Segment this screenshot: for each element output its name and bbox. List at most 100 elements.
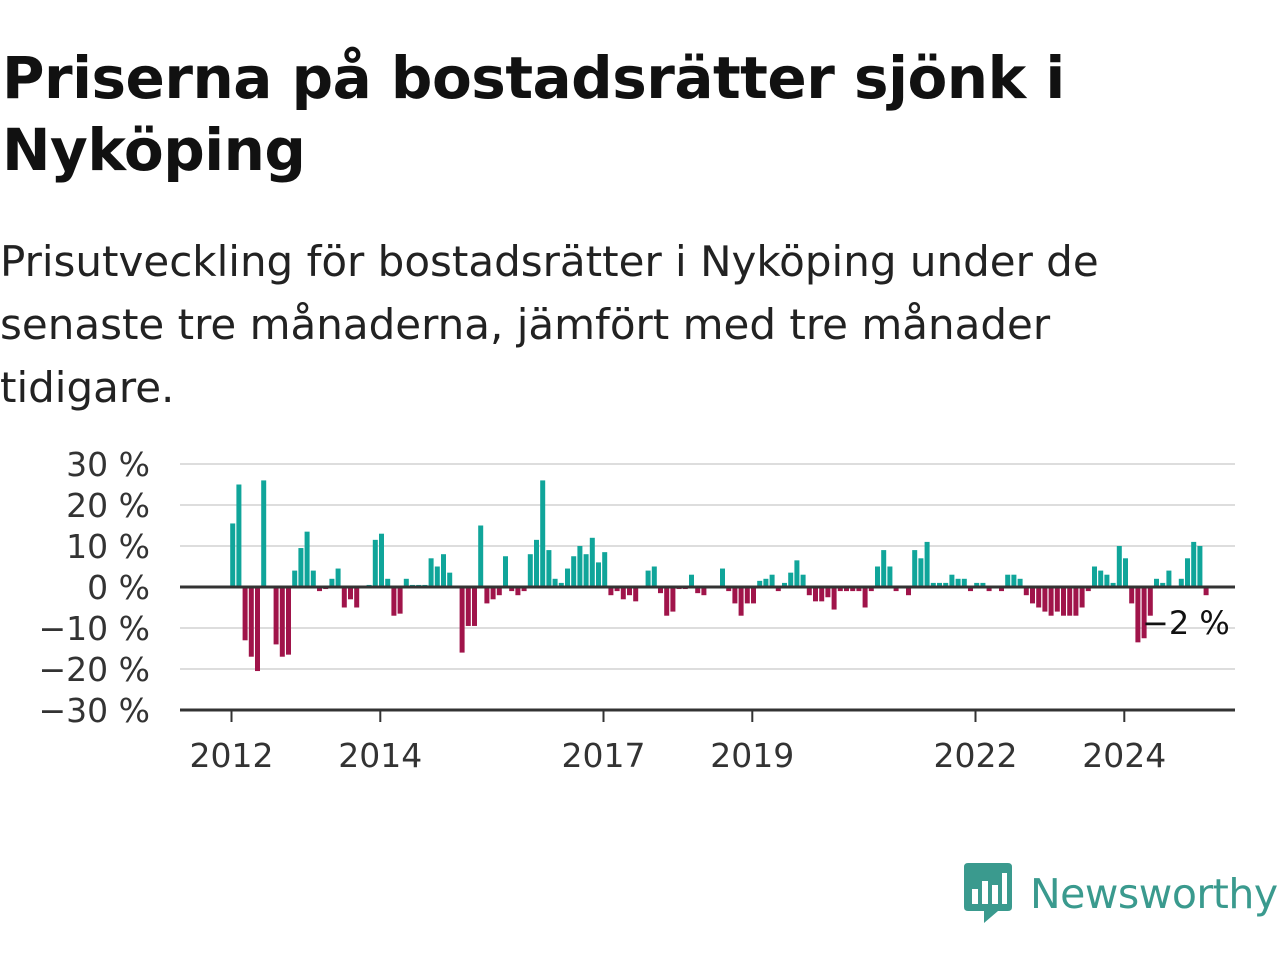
bar xyxy=(1141,587,1147,639)
bar xyxy=(614,587,620,592)
y-tick-label: −10 % xyxy=(39,609,151,648)
bar xyxy=(1023,587,1029,596)
bar xyxy=(261,480,267,587)
bar xyxy=(329,578,335,587)
bar xyxy=(813,587,818,602)
bar xyxy=(472,587,477,626)
y-tick-label: 10 % xyxy=(66,527,150,566)
bar xyxy=(465,587,471,626)
bar xyxy=(633,587,639,602)
bar xyxy=(949,574,955,587)
bar xyxy=(248,587,254,657)
bar xyxy=(434,566,440,587)
bar xyxy=(670,587,676,612)
bar xyxy=(794,560,800,587)
bar xyxy=(658,587,663,594)
bar xyxy=(1042,587,1048,612)
brand-name: Newsworthy xyxy=(1030,870,1278,918)
bar xyxy=(1154,578,1159,587)
bar xyxy=(912,550,918,587)
bar xyxy=(503,556,508,587)
bar xyxy=(403,578,409,587)
bar xyxy=(540,480,546,587)
bar xyxy=(757,580,763,587)
bar xyxy=(354,587,360,608)
bar xyxy=(310,570,316,587)
bar xyxy=(509,587,515,592)
chart-title: Priserna på bostadsrätter sjönk i Nyköpi… xyxy=(2,44,1065,184)
bar xyxy=(819,587,825,602)
bar xyxy=(496,587,502,596)
bar xyxy=(558,582,564,587)
bar xyxy=(1005,574,1011,587)
y-axis-ticks: 30 %20 %10 %0 %−10 %−20 %−30 % xyxy=(39,445,151,730)
chart-subtitle: Prisutveckling för bostadsrätter i Nyköp… xyxy=(0,237,1099,412)
bar xyxy=(943,582,949,587)
bar xyxy=(1085,587,1091,592)
bar xyxy=(546,550,552,587)
bar xyxy=(850,587,856,592)
bar xyxy=(906,587,911,596)
bar xyxy=(608,587,614,596)
bar xyxy=(1116,546,1122,587)
bar xyxy=(478,525,484,587)
bar xyxy=(304,531,310,587)
bar xyxy=(298,548,304,587)
bar xyxy=(651,566,657,587)
bar xyxy=(1017,578,1023,587)
bar xyxy=(1110,582,1116,587)
bar xyxy=(1073,587,1079,616)
bar xyxy=(862,587,868,608)
bar xyxy=(515,587,521,596)
bar xyxy=(565,568,570,587)
bar xyxy=(986,587,992,592)
x-tick-label: 2017 xyxy=(562,736,646,775)
y-tick-label: 0 % xyxy=(87,568,150,607)
bar xyxy=(782,582,787,587)
bar xyxy=(459,587,465,653)
bar xyxy=(930,582,936,587)
bar xyxy=(490,587,496,600)
bar xyxy=(236,484,242,587)
bar xyxy=(1061,587,1066,616)
bar xyxy=(881,550,887,587)
bar xyxy=(918,558,924,587)
bar xyxy=(1203,587,1209,596)
bar xyxy=(961,578,967,587)
bar xyxy=(1036,587,1042,608)
bar xyxy=(769,574,775,587)
y-tick-label: −20 % xyxy=(39,650,151,689)
bar xyxy=(242,587,248,641)
bar xyxy=(800,574,806,587)
x-axis-ticks: 2012 2014 2017 2019 2022 2024 xyxy=(190,710,1166,775)
bar xyxy=(751,587,756,604)
bar xyxy=(1054,587,1060,612)
bar xyxy=(999,587,1004,592)
bar xyxy=(980,582,986,587)
bar xyxy=(806,587,812,596)
x-tick-label: 2014 xyxy=(338,736,422,775)
bar xyxy=(527,554,533,587)
bar xyxy=(372,539,378,587)
bar xyxy=(645,570,651,587)
x-tick-label: 2012 xyxy=(190,736,274,775)
bar xyxy=(620,587,626,600)
bar xyxy=(701,587,707,596)
x-tick-label: 2024 xyxy=(1082,736,1166,775)
bar xyxy=(397,587,403,614)
bar xyxy=(286,587,291,655)
bars xyxy=(230,480,1209,672)
bar xyxy=(689,574,694,587)
bar xyxy=(831,587,837,610)
y-tick-label: 30 % xyxy=(66,445,150,484)
bar xyxy=(868,587,874,592)
bar xyxy=(534,539,539,587)
y-tick-label: −30 % xyxy=(39,691,151,730)
bar xyxy=(955,578,961,587)
bar xyxy=(875,566,880,587)
bar xyxy=(937,582,942,587)
bar xyxy=(744,587,750,604)
bar xyxy=(1197,546,1203,587)
bar xyxy=(255,587,260,672)
bar xyxy=(1147,587,1153,616)
